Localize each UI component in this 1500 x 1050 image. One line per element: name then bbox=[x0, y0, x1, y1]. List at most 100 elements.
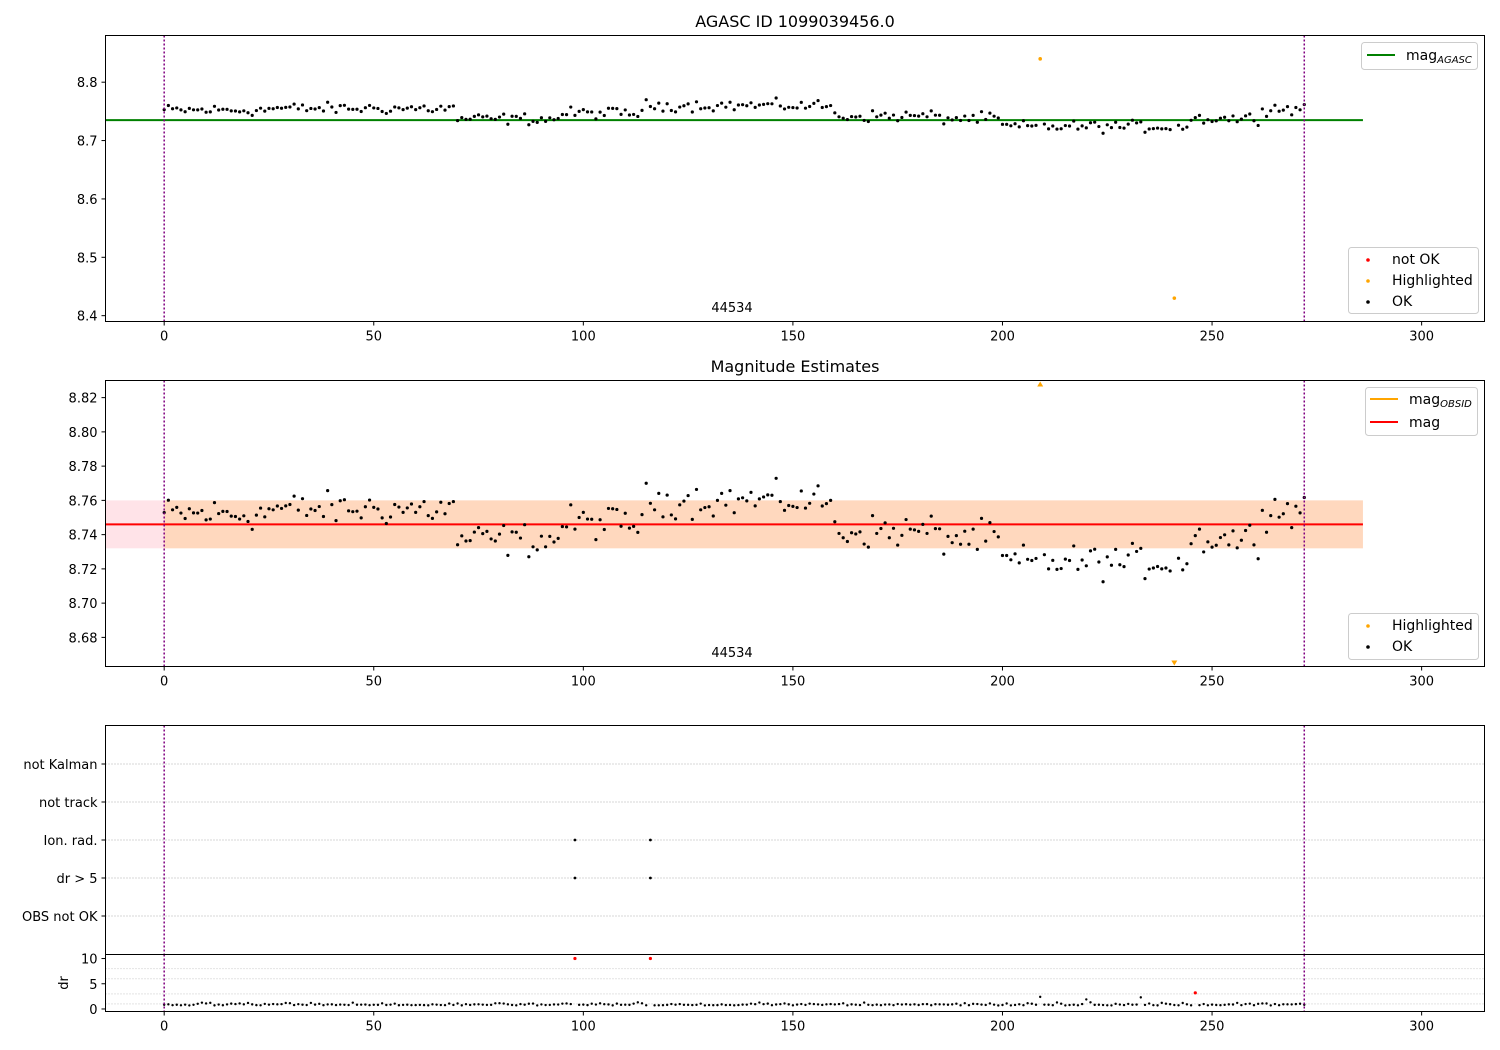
dr-point bbox=[410, 1003, 413, 1007]
ok-point bbox=[1176, 556, 1181, 560]
ytick-label: 8.7 bbox=[77, 135, 98, 150]
dr-point bbox=[271, 1002, 275, 1006]
dr-point bbox=[1047, 1003, 1050, 1006]
dr-point bbox=[858, 1003, 862, 1007]
dr-point bbox=[380, 1002, 384, 1005]
ok-point bbox=[212, 501, 217, 505]
ok-point bbox=[1067, 558, 1072, 563]
ok-point bbox=[388, 515, 393, 519]
ok-point bbox=[766, 493, 770, 497]
ok-point bbox=[632, 524, 636, 529]
ok-point bbox=[1059, 566, 1063, 571]
ok-point bbox=[531, 545, 535, 549]
ok-point bbox=[384, 111, 388, 116]
ok-point bbox=[1109, 126, 1114, 130]
dr-point bbox=[749, 1002, 753, 1005]
ok-point bbox=[816, 484, 820, 488]
dr-point bbox=[1160, 1001, 1163, 1005]
dr-point bbox=[665, 1003, 669, 1007]
ok-point bbox=[409, 105, 414, 109]
ok-point bbox=[1197, 527, 1202, 531]
ok-point bbox=[858, 114, 862, 118]
dr-point bbox=[217, 1003, 220, 1006]
dr-point bbox=[976, 1002, 979, 1006]
ok-point bbox=[544, 545, 548, 549]
dr-point bbox=[867, 1003, 870, 1006]
ok-point bbox=[468, 539, 472, 543]
ok-point bbox=[1202, 121, 1206, 125]
ok-point bbox=[317, 504, 321, 509]
ok-point bbox=[372, 505, 376, 510]
xtick-label: 250 bbox=[1200, 675, 1225, 690]
dr-point bbox=[238, 1002, 241, 1005]
ok-point bbox=[761, 102, 766, 106]
dr-point bbox=[1215, 1003, 1218, 1007]
ok-point bbox=[1231, 114, 1235, 118]
dr-point bbox=[1085, 998, 1088, 1001]
dr-point bbox=[368, 1003, 371, 1007]
ok-point bbox=[808, 501, 812, 505]
ok-point bbox=[1005, 553, 1009, 558]
dr-point bbox=[1051, 1003, 1054, 1007]
dr-point bbox=[1269, 1004, 1272, 1007]
dr-point bbox=[955, 1002, 958, 1005]
ok-point bbox=[778, 499, 782, 504]
dr-point bbox=[527, 1002, 531, 1005]
dr-point bbox=[183, 1003, 187, 1006]
ok-point bbox=[1147, 127, 1151, 131]
dr-point bbox=[992, 1003, 996, 1006]
xtick-label: 150 bbox=[780, 1020, 805, 1035]
ok-point bbox=[1101, 580, 1105, 584]
ok-point bbox=[1210, 119, 1214, 124]
dr-point bbox=[540, 1003, 543, 1006]
dr-point bbox=[1093, 1003, 1096, 1007]
ok-point bbox=[1093, 120, 1097, 124]
ok-point bbox=[883, 111, 887, 115]
dr-point bbox=[1189, 1004, 1193, 1007]
ok-point bbox=[489, 537, 493, 541]
dr-point bbox=[607, 1003, 610, 1006]
dr-outlier-point bbox=[648, 956, 652, 961]
dr-point bbox=[674, 1003, 677, 1006]
ok-point bbox=[556, 116, 560, 121]
ok-point bbox=[1063, 557, 1067, 561]
ok-point bbox=[338, 104, 342, 108]
ok-point bbox=[1080, 124, 1084, 128]
dr-point bbox=[259, 1004, 262, 1007]
dr-point bbox=[657, 1004, 660, 1007]
panel-dr-ylabel: dr bbox=[57, 976, 72, 990]
ok-point bbox=[1290, 526, 1294, 530]
legend-label: Highlighted bbox=[1392, 273, 1473, 289]
ok-point bbox=[1046, 127, 1051, 131]
ytick-label: 8.6 bbox=[77, 193, 98, 208]
ytick-label: 5 bbox=[89, 978, 97, 993]
ok-point bbox=[518, 116, 523, 120]
dr-point bbox=[707, 1003, 711, 1007]
ok-point bbox=[636, 530, 640, 535]
ok-point bbox=[221, 509, 225, 513]
ok-point bbox=[418, 505, 422, 509]
ok-point bbox=[275, 504, 279, 508]
dr-point bbox=[414, 1003, 417, 1007]
ok-point bbox=[330, 503, 334, 507]
ok-point bbox=[749, 490, 753, 494]
ok-point bbox=[1122, 126, 1126, 130]
ok-point bbox=[917, 114, 921, 118]
ok-point bbox=[1298, 108, 1302, 112]
dr-point bbox=[297, 1002, 300, 1006]
ok-point bbox=[573, 113, 577, 117]
ok-point bbox=[707, 106, 711, 110]
legend-mag-agasc-label: magAGASC bbox=[1406, 48, 1472, 66]
ok-point bbox=[560, 524, 564, 529]
dr-point bbox=[1110, 1004, 1113, 1007]
ytick-label: 8.4 bbox=[77, 310, 98, 325]
ok-point bbox=[569, 503, 573, 507]
ok-point bbox=[611, 507, 615, 511]
ok-point bbox=[657, 101, 661, 105]
dr-point bbox=[481, 1003, 484, 1006]
dr-point bbox=[1122, 1003, 1126, 1007]
legend-lines: magAGASC bbox=[1361, 42, 1478, 70]
dr-point bbox=[871, 1003, 874, 1007]
ok-point bbox=[560, 112, 564, 117]
panel-dr-frame bbox=[105, 954, 1485, 1012]
